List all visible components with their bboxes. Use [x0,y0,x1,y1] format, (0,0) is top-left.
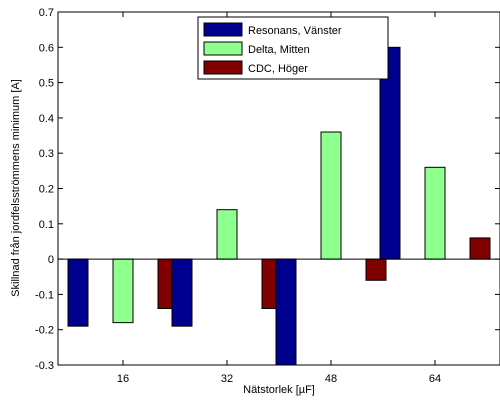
bar-1-32 [171,258,193,327]
y-tick-label: -0.2 [35,325,54,337]
y-tick-label: 0.3 [39,148,54,160]
x-tick-label: 16 [117,373,129,385]
y-tick-label: 0.5 [39,78,54,90]
bar-3-48 [365,258,387,281]
legend: Resonans, Vänster Delta, Mitten CDC, Höger [197,16,389,80]
y-tick-label: 0 [48,254,54,266]
legend-swatch [203,60,243,75]
legend-label: Delta, Mitten [248,44,310,56]
x-tick-label: 64 [429,373,441,385]
legend-label: CDC, Höger [248,63,308,75]
y-tick-label: -0.1 [35,289,54,301]
x-tick-label: 48 [325,373,337,385]
y-tick-label: 0.6 [39,42,54,54]
y-tick-label: 0.4 [39,113,54,125]
bar-3-64 [469,237,491,260]
x-tick-label: 32 [221,373,233,385]
bar-2-48 [320,131,342,260]
bar-1-16 [67,258,89,327]
y-tick-label: 0.1 [39,219,54,231]
y-axis: -0.3 -0.2 -0.1 0 0.1 0.2 0.3 0.4 0.5 0.6 0.7 [35,7,500,372]
y-tick-label: 0.2 [39,184,54,196]
legend-label: Resonans, Vänster [248,25,342,37]
legend-swatch [203,22,243,37]
x-axis-label: Nätstorlek [µF] [243,384,315,396]
legend-swatch [203,41,243,56]
y-axis-label: Skillnad från jordfelsströmmens minimum … [10,79,22,297]
y-tick-label: 0.7 [39,7,54,19]
y-tick-label: -0.3 [35,360,54,372]
bar-2-16 [112,258,134,324]
bar-2-32 [216,209,238,260]
x-axis: 16 32 48 64 [117,12,441,385]
bar-1-48 [275,258,297,366]
bar-2-64 [424,166,446,260]
